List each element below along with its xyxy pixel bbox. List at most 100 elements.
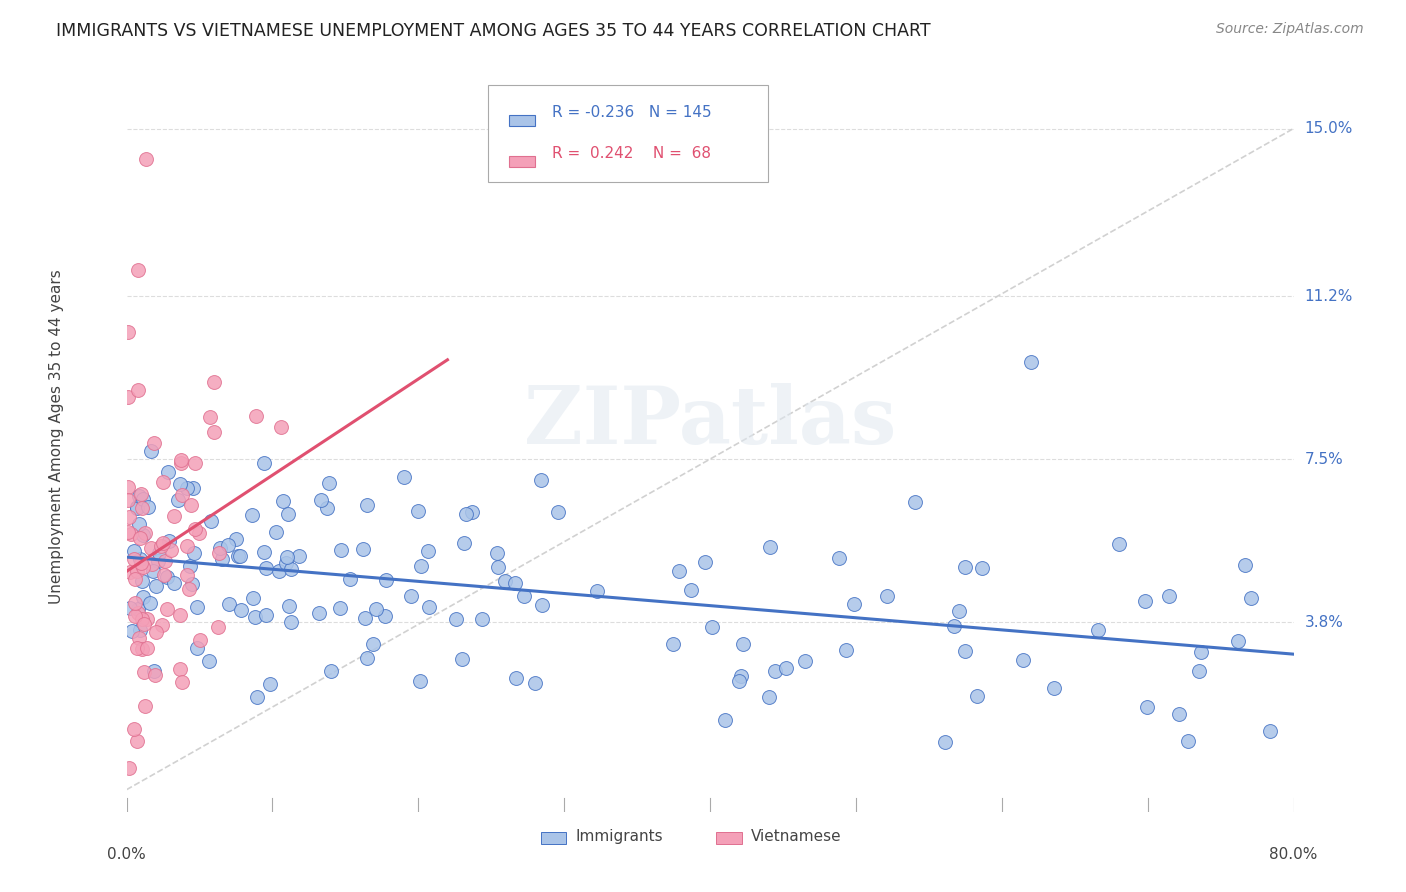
Point <box>245 409 267 423</box>
Point <box>280 561 302 575</box>
Text: R = -0.236   N = 145: R = -0.236 N = 145 <box>553 104 711 120</box>
Point <box>181 577 204 591</box>
Point <box>156 570 179 584</box>
Point <box>170 675 193 690</box>
Point <box>188 632 211 647</box>
Point <box>163 509 186 524</box>
Point <box>131 574 153 588</box>
Point <box>160 543 183 558</box>
Point <box>118 600 141 615</box>
Point <box>157 465 180 479</box>
Point <box>316 501 339 516</box>
Point <box>226 549 249 563</box>
Point <box>955 644 977 658</box>
Text: 3.8%: 3.8% <box>1305 615 1344 630</box>
Point <box>399 589 422 603</box>
Point <box>128 489 150 503</box>
Point <box>547 506 569 520</box>
Point <box>775 661 797 675</box>
Point <box>198 655 221 669</box>
Point <box>392 470 415 484</box>
Point <box>277 507 299 521</box>
Point <box>763 664 786 678</box>
Text: Immigrants: Immigrants <box>576 829 664 844</box>
Point <box>454 507 477 521</box>
Point <box>486 560 509 574</box>
Point <box>176 568 198 582</box>
Point <box>1233 558 1256 573</box>
Point <box>254 561 277 575</box>
Point <box>177 582 200 596</box>
Point <box>163 576 186 591</box>
Point <box>208 546 231 560</box>
Point <box>176 539 198 553</box>
Point <box>117 480 139 494</box>
Point <box>118 510 141 524</box>
Point <box>1159 590 1181 604</box>
Point <box>471 611 494 625</box>
Point <box>409 673 432 688</box>
Point <box>122 551 145 566</box>
Text: 0.0%: 0.0% <box>107 847 146 862</box>
FancyBboxPatch shape <box>509 156 536 168</box>
Point <box>1019 355 1042 369</box>
Point <box>276 550 298 565</box>
Point <box>141 557 163 571</box>
Point <box>131 642 153 657</box>
Point <box>264 525 287 540</box>
Point <box>530 473 553 487</box>
Point <box>1177 734 1199 748</box>
Point <box>128 631 150 645</box>
Point <box>416 544 439 558</box>
Point <box>145 579 167 593</box>
Point <box>228 549 250 563</box>
Point <box>505 671 527 685</box>
Point <box>120 566 142 580</box>
Point <box>679 583 702 598</box>
Point <box>271 494 294 508</box>
Point <box>513 589 536 603</box>
Point <box>453 536 475 550</box>
Point <box>713 713 735 727</box>
Point <box>329 601 352 615</box>
Point <box>1240 591 1263 605</box>
Point <box>148 545 170 559</box>
Point <box>217 538 239 552</box>
Point <box>1226 634 1249 648</box>
Point <box>118 761 141 775</box>
Text: 80.0%: 80.0% <box>1270 847 1317 862</box>
Text: 15.0%: 15.0% <box>1305 121 1353 136</box>
Point <box>361 637 384 651</box>
Point <box>150 539 173 553</box>
Point <box>318 476 340 491</box>
Point <box>211 552 233 566</box>
Point <box>523 676 546 690</box>
Point <box>156 602 179 616</box>
Point <box>124 572 146 586</box>
Point <box>319 665 342 679</box>
Point <box>166 492 188 507</box>
Point <box>128 552 150 566</box>
Point <box>727 673 749 688</box>
Point <box>170 488 193 502</box>
Point <box>366 602 388 616</box>
Point <box>1260 724 1282 739</box>
Point <box>186 641 208 656</box>
Point <box>308 606 330 620</box>
Point <box>117 390 139 404</box>
Point <box>411 559 433 574</box>
Point <box>127 734 149 748</box>
Point <box>128 531 150 545</box>
Point <box>202 376 225 390</box>
Point <box>1189 645 1212 659</box>
Point <box>1187 664 1209 678</box>
Point <box>948 604 970 618</box>
Point <box>253 544 276 558</box>
Point <box>121 624 143 639</box>
Point <box>184 522 207 536</box>
Point <box>955 559 977 574</box>
Point <box>793 654 815 668</box>
Point <box>124 596 146 610</box>
Point <box>309 493 332 508</box>
Point <box>132 590 155 604</box>
